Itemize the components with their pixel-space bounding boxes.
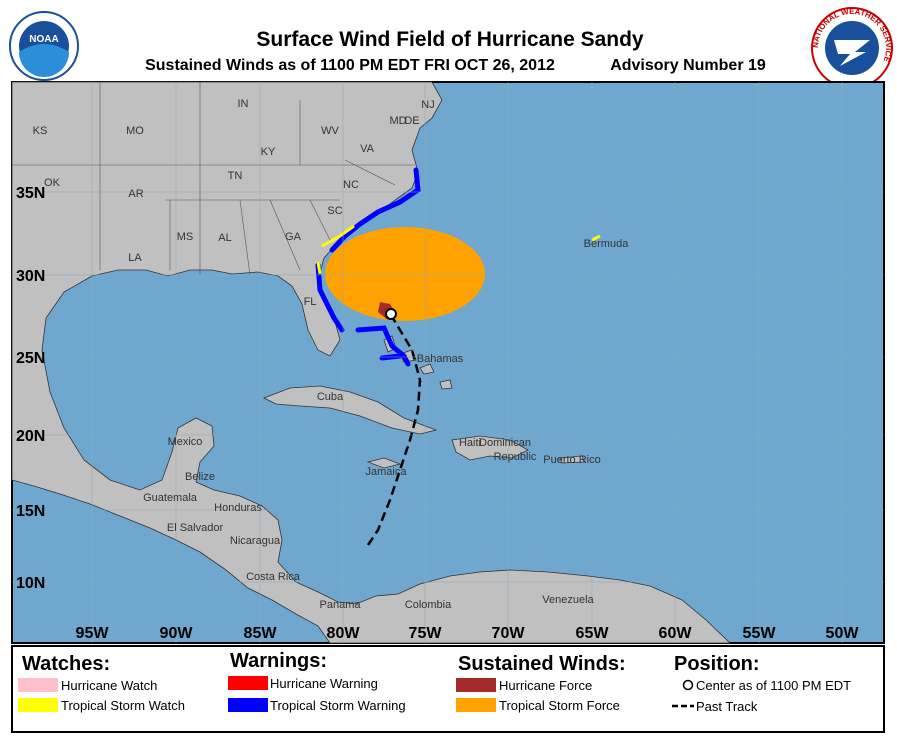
swatch xyxy=(456,698,496,712)
legend-item: Hurricane Watch xyxy=(61,678,157,693)
lon-label: 60W xyxy=(659,625,693,642)
legend-item: Tropical Storm Warning xyxy=(270,698,406,713)
legend-item: Tropical Storm Force xyxy=(499,698,620,713)
tropical-storm-watch xyxy=(316,224,601,275)
swatch xyxy=(228,676,268,690)
place-label: MS xyxy=(177,231,194,243)
legend-item: Hurricane Warning xyxy=(270,676,378,691)
place-label: TN xyxy=(228,170,243,182)
legend-title: Watches: xyxy=(22,653,110,675)
place-label: OK xyxy=(44,177,61,189)
lat-label: 30N xyxy=(16,268,45,285)
legend-item: Tropical Storm Watch xyxy=(61,698,185,713)
legend-item: Hurricane Force xyxy=(499,678,592,693)
swatch xyxy=(18,678,58,692)
legend-title: Warnings: xyxy=(230,650,327,672)
swatch xyxy=(18,698,58,712)
lon-label: 55W xyxy=(743,625,777,642)
legend-title: Sustained Winds: xyxy=(458,653,626,675)
place-label: IN xyxy=(238,98,249,110)
tropical-storm-force-field xyxy=(325,227,485,321)
place-label: VA xyxy=(360,143,375,155)
place-label: AR xyxy=(128,188,143,200)
place-label: Haiti xyxy=(459,437,481,449)
storm-center xyxy=(385,308,397,320)
state-borders xyxy=(12,82,415,276)
tropical-storm-warning xyxy=(315,167,421,367)
place-label: NJ xyxy=(421,99,434,111)
jamaica xyxy=(366,457,402,469)
lat-label: 35N xyxy=(16,185,45,202)
place-label: DE xyxy=(404,115,419,127)
lon-label: 50W xyxy=(826,625,860,642)
place-label: Jamaica xyxy=(366,466,408,478)
place-label: Cuba xyxy=(317,391,344,403)
place-label: El Salvador xyxy=(167,522,224,534)
swatch xyxy=(228,698,268,712)
center-symbol xyxy=(682,679,694,691)
advisory: Advisory Number 19 xyxy=(610,57,766,74)
place-label: KY xyxy=(261,146,276,158)
place-label: GA xyxy=(285,231,302,243)
puerto-rico xyxy=(559,455,585,464)
place-label: LA xyxy=(128,252,142,264)
place-label: Dominican xyxy=(479,437,531,449)
place-label: SC xyxy=(327,205,342,217)
place-label: Puerto Rico xyxy=(543,454,600,466)
noaa-text: NOAA xyxy=(29,34,58,45)
legend-item: Past Track xyxy=(696,699,758,714)
lon-label: 85W xyxy=(244,625,278,642)
noaa-logo: NOAA xyxy=(9,11,79,81)
place-label: Republic xyxy=(494,451,537,463)
place-label: KS xyxy=(33,125,48,137)
lon-label: 80W xyxy=(327,625,361,642)
lat-label: 10N xyxy=(16,575,45,592)
place-label: Guatemala xyxy=(143,492,198,504)
graticule xyxy=(12,82,884,643)
lon-label: 65W xyxy=(576,625,610,642)
nws-logo: NATIONAL WEATHER SERVICE xyxy=(811,7,893,89)
place-label: Colombia xyxy=(405,599,452,611)
place-label: Bahamas xyxy=(417,353,464,365)
place-label: MD xyxy=(389,115,406,127)
subtitle: Sustained Winds as of 1100 PM EDT FRI OC… xyxy=(145,57,555,74)
lat-label: 20N xyxy=(16,428,45,445)
hispaniola xyxy=(451,435,529,461)
place-label: Costa Rica xyxy=(246,571,301,583)
place-label: Venezuela xyxy=(542,594,594,606)
cuba xyxy=(263,385,438,435)
place-label: Nicaragua xyxy=(230,535,281,547)
place-label: Bermuda xyxy=(584,238,630,250)
legend-box xyxy=(11,645,885,733)
lat-label: 15N xyxy=(16,503,45,520)
past-track xyxy=(366,314,422,546)
place-label: AL xyxy=(218,232,231,244)
place-label: Panama xyxy=(320,599,362,611)
place-label: Mexico xyxy=(168,436,203,448)
map: 35N 30N 25N 20N 15N 10N 95W 90W 85W 80W 75W 70W 65W 6… xyxy=(11,81,885,644)
place-label: FL xyxy=(304,296,317,308)
swatch xyxy=(456,678,496,692)
legend: Watches: Hurricane Watch Tropical Storm … xyxy=(11,645,885,733)
title: Surface Wind Field of Hurricane Sandy xyxy=(256,28,644,51)
place-label: Belize xyxy=(185,471,215,483)
lon-label: 90W xyxy=(160,625,194,642)
place-label: MO xyxy=(126,125,144,137)
lon-label: 70W xyxy=(492,625,526,642)
lat-label: 25N xyxy=(16,350,45,367)
legend-item: Center as of 1100 PM EDT xyxy=(696,678,851,693)
place-label: NC xyxy=(343,179,359,191)
lon-label: 95W xyxy=(76,625,110,642)
place-label: Honduras xyxy=(214,502,262,514)
place-label: WV xyxy=(321,125,339,137)
lon-label: 75W xyxy=(409,625,443,642)
legend-title: Position: xyxy=(674,653,760,675)
